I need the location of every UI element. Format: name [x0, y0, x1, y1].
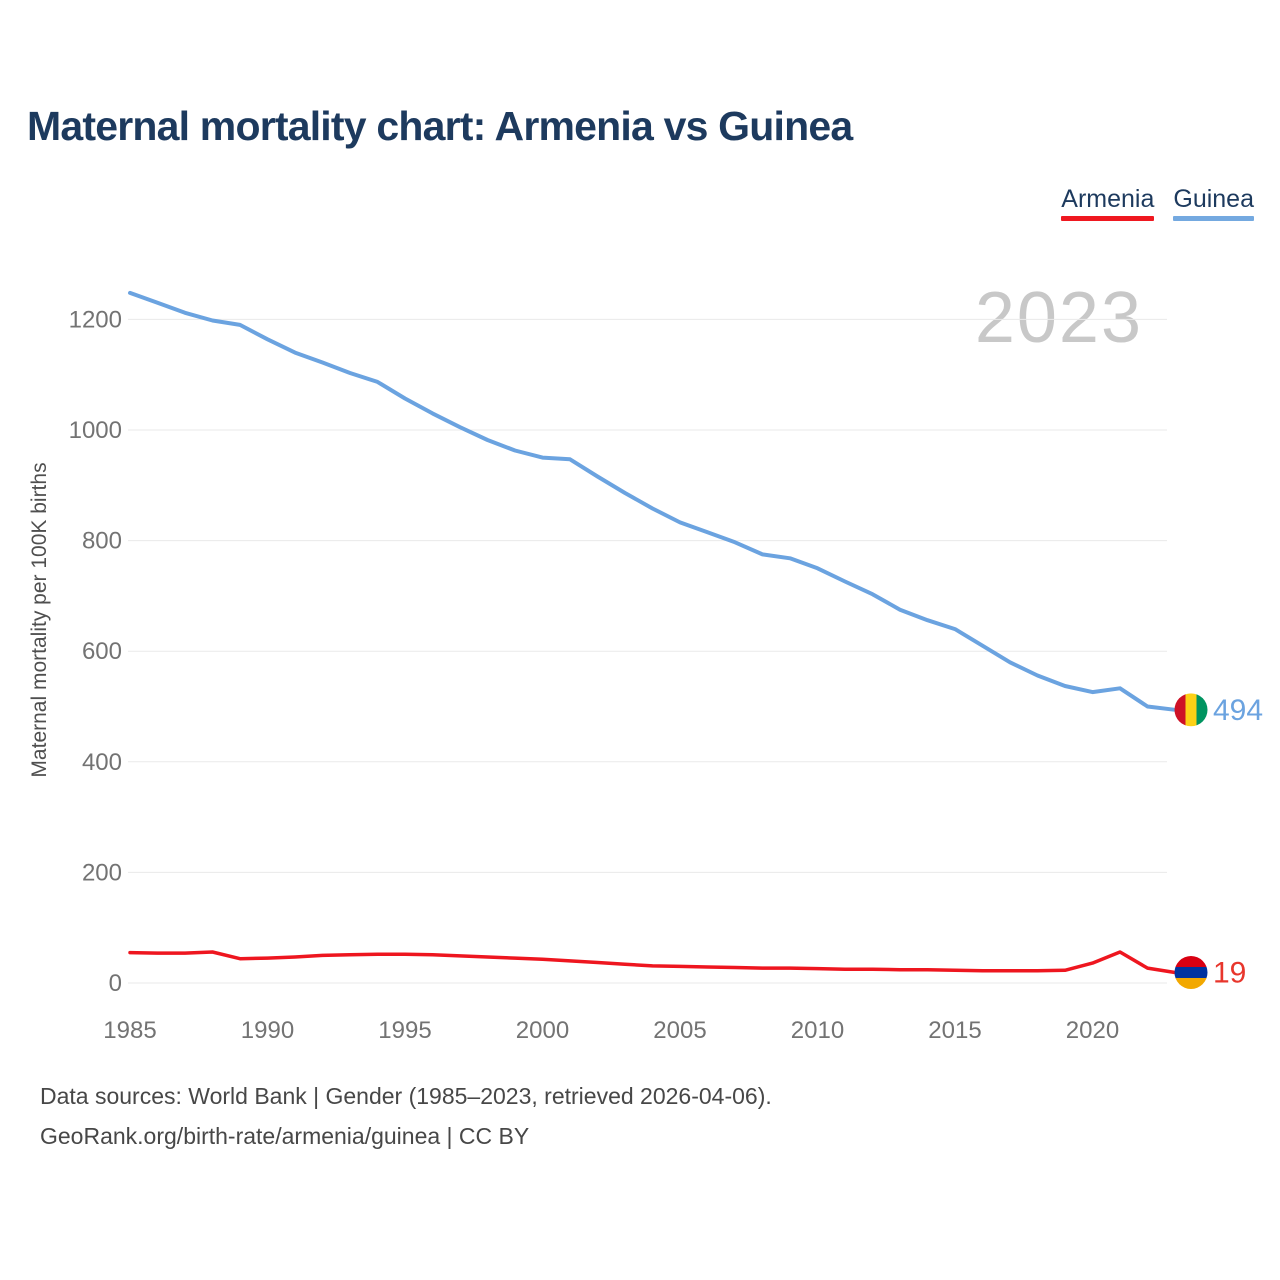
x-tick-label: 1990 [241, 1017, 294, 1044]
y-tick-label: 200 [82, 859, 122, 886]
y-tick-label: 600 [82, 638, 122, 665]
legend-item-armenia[interactable]: Armenia [1061, 185, 1155, 221]
series-line-armenia [128, 950, 1177, 975]
guinea-flag-icon [1174, 693, 1208, 727]
legend-underline-guinea [1173, 216, 1254, 221]
legend-underline-armenia [1061, 216, 1155, 221]
x-tick-label: 1995 [378, 1017, 431, 1044]
y-tick-label: 1000 [69, 417, 122, 444]
legend-label-guinea: Guinea [1173, 185, 1254, 213]
x-tick-label: 2020 [1066, 1017, 1119, 1044]
gridlines [128, 318, 1167, 984]
chart-title: Maternal mortality chart: Armenia vs Gui… [27, 103, 853, 149]
footer-attribution: GeoRank.org/birth-rate/armenia/guinea | … [40, 1123, 530, 1150]
data-series [128, 290, 1177, 975]
x-tick-label: 1985 [103, 1017, 156, 1044]
y-axis-ticks: 0 200 400 600 800 1000 1200 [69, 306, 122, 997]
y-tick-label: 1200 [69, 306, 122, 333]
x-axis-ticks: 1985 1990 1995 2000 2005 2010 2015 2020 [103, 1017, 1119, 1044]
y-tick-label: 0 [109, 970, 122, 997]
legend-item-guinea[interactable]: Guinea [1173, 185, 1254, 221]
y-tick-label: 400 [82, 749, 122, 776]
legend-label-armenia: Armenia [1061, 185, 1155, 213]
x-tick-label: 2010 [791, 1017, 844, 1044]
footer-sources: Data sources: World Bank | Gender (1985–… [40, 1083, 772, 1109]
series-end-labels: 494 19 [1174, 693, 1263, 989]
legend: Armenia Guinea [1061, 185, 1254, 221]
x-tick-label: 2015 [928, 1017, 981, 1044]
armenia-flag-icon [1174, 955, 1208, 989]
x-tick-label: 2005 [653, 1017, 706, 1044]
end-value-guinea: 494 [1213, 694, 1263, 727]
watermark-year: 2023 [975, 278, 1143, 358]
y-tick-label: 800 [82, 528, 122, 555]
x-tick-label: 2000 [516, 1017, 569, 1044]
series-line-guinea [128, 290, 1177, 712]
y-axis-title: Maternal mortality per 100K births [28, 462, 51, 777]
end-value-armenia: 19 [1213, 956, 1246, 989]
footer: Data sources: World Bank | Gender (1985–… [40, 1083, 772, 1165]
